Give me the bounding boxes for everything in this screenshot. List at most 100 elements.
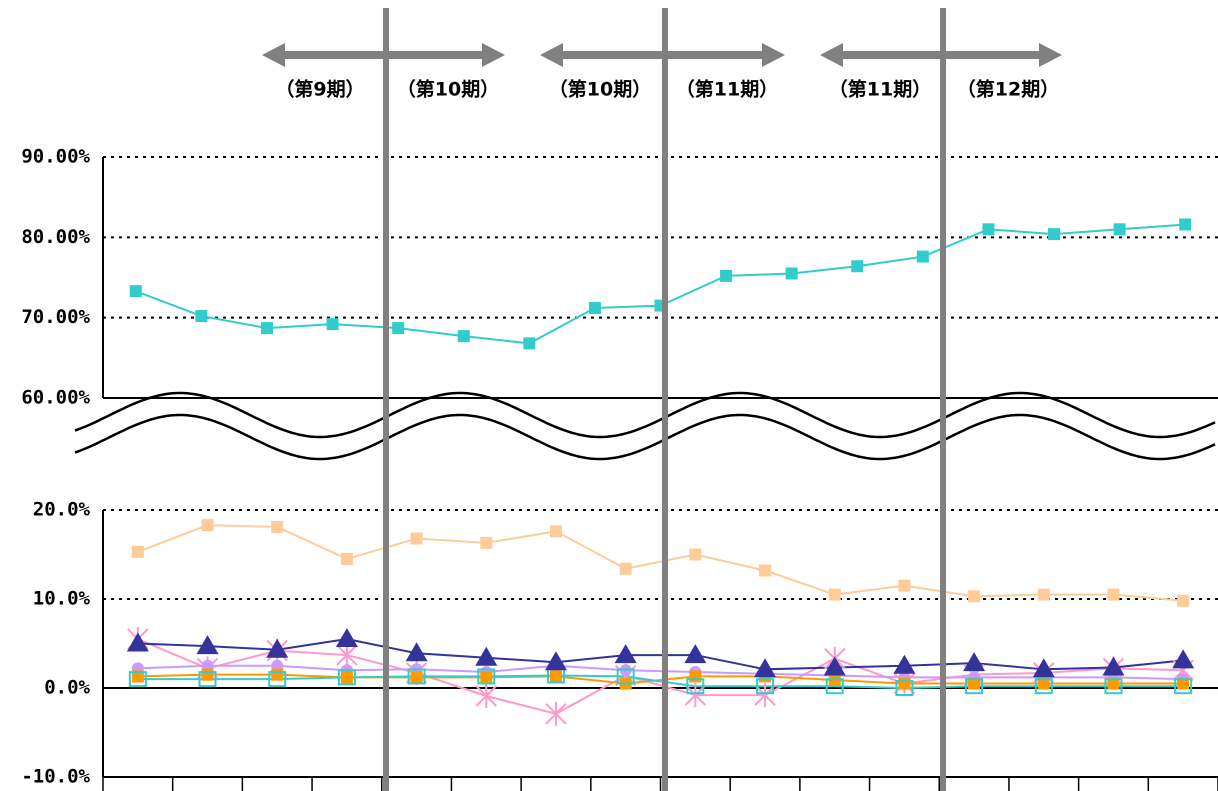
marker bbox=[128, 671, 147, 688]
marker bbox=[131, 670, 144, 683]
marker bbox=[982, 223, 995, 236]
series-line bbox=[137, 524, 1184, 602]
series-line bbox=[137, 674, 1184, 690]
marker bbox=[392, 322, 405, 335]
marker bbox=[457, 330, 470, 343]
marker bbox=[410, 671, 423, 684]
marker bbox=[686, 678, 705, 695]
marker bbox=[720, 269, 733, 282]
layout bbox=[74, 43, 1216, 461]
axis-break bbox=[74, 391, 1216, 439]
marker bbox=[1037, 588, 1050, 601]
marker bbox=[619, 562, 632, 575]
y-tick-label: 60.00% bbox=[21, 387, 90, 409]
marker bbox=[523, 337, 536, 350]
period-label: （第12期） bbox=[957, 78, 1059, 101]
marker bbox=[785, 267, 798, 280]
marker bbox=[549, 525, 562, 538]
marker bbox=[1172, 649, 1195, 669]
marker bbox=[544, 651, 567, 671]
marker bbox=[754, 658, 777, 678]
marker bbox=[968, 677, 981, 690]
marker bbox=[196, 635, 219, 655]
marker bbox=[129, 285, 142, 298]
period-label: （第10期） bbox=[549, 78, 651, 101]
marker bbox=[266, 638, 289, 658]
marker bbox=[1179, 218, 1192, 231]
marker bbox=[689, 548, 702, 561]
marker bbox=[336, 643, 358, 668]
marker bbox=[828, 588, 841, 601]
marker bbox=[1032, 658, 1055, 678]
marker bbox=[131, 545, 144, 558]
marker bbox=[545, 701, 567, 726]
marker bbox=[477, 668, 496, 685]
marker bbox=[1113, 223, 1126, 236]
series-line bbox=[137, 638, 1184, 715]
y-tick-label: 20.0% bbox=[33, 499, 91, 521]
period-label: （第9期） bbox=[275, 78, 364, 101]
plot: （第9期） （第10期） （第10期） （第11期） （第11期） （第12期） 60.00… bbox=[21, 78, 1218, 791]
marker bbox=[195, 310, 208, 323]
marker bbox=[684, 644, 707, 664]
marker bbox=[1107, 588, 1120, 601]
marker bbox=[614, 644, 637, 664]
marker bbox=[963, 652, 986, 672]
marker bbox=[126, 632, 149, 652]
marker bbox=[410, 532, 423, 545]
marker bbox=[823, 656, 846, 676]
marker bbox=[340, 552, 353, 565]
marker bbox=[271, 520, 284, 533]
period-label: （第10期） bbox=[397, 78, 499, 101]
marker bbox=[407, 668, 426, 685]
marker bbox=[475, 646, 498, 666]
period-label: （第11期） bbox=[676, 78, 778, 101]
series-line bbox=[135, 223, 1186, 345]
marker bbox=[1177, 594, 1190, 607]
marker bbox=[689, 670, 702, 683]
marker bbox=[1174, 678, 1193, 695]
marker bbox=[825, 678, 844, 695]
marker bbox=[260, 322, 273, 335]
marker bbox=[271, 668, 284, 681]
marker bbox=[549, 670, 562, 683]
marker bbox=[1037, 677, 1050, 690]
marker bbox=[759, 564, 772, 577]
marker bbox=[895, 680, 914, 696]
marker bbox=[480, 536, 493, 549]
marker bbox=[340, 671, 353, 684]
period-dividers bbox=[383, 8, 946, 791]
marker bbox=[916, 250, 929, 263]
marker bbox=[898, 579, 911, 592]
marker bbox=[405, 642, 428, 662]
marker bbox=[1107, 677, 1120, 690]
marker bbox=[326, 318, 339, 331]
marker bbox=[335, 628, 358, 648]
y-tick-label: 0.0% bbox=[44, 677, 90, 699]
series-line bbox=[137, 673, 1184, 685]
y-tick-label: 90.00% bbox=[21, 146, 90, 168]
series-line bbox=[137, 638, 1184, 671]
series-line bbox=[137, 664, 1184, 681]
marker bbox=[898, 677, 911, 690]
marker bbox=[754, 683, 776, 708]
axis-break bbox=[74, 413, 1216, 461]
y-tick-label: 80.00% bbox=[21, 226, 90, 248]
marker bbox=[1177, 677, 1190, 690]
marker bbox=[198, 671, 217, 688]
y-tick-label: 70.00% bbox=[21, 306, 90, 328]
marker bbox=[1104, 678, 1123, 695]
y-tick-label: 10.0% bbox=[33, 588, 91, 610]
marker bbox=[201, 519, 214, 532]
marker bbox=[965, 678, 984, 695]
marker bbox=[684, 683, 707, 708]
marker bbox=[1034, 678, 1053, 695]
marker bbox=[616, 668, 635, 685]
marker bbox=[268, 671, 287, 688]
marker bbox=[588, 302, 601, 315]
marker bbox=[1102, 656, 1125, 676]
period-label: （第11期） bbox=[829, 78, 931, 101]
marker bbox=[480, 671, 493, 684]
marker bbox=[851, 260, 864, 273]
